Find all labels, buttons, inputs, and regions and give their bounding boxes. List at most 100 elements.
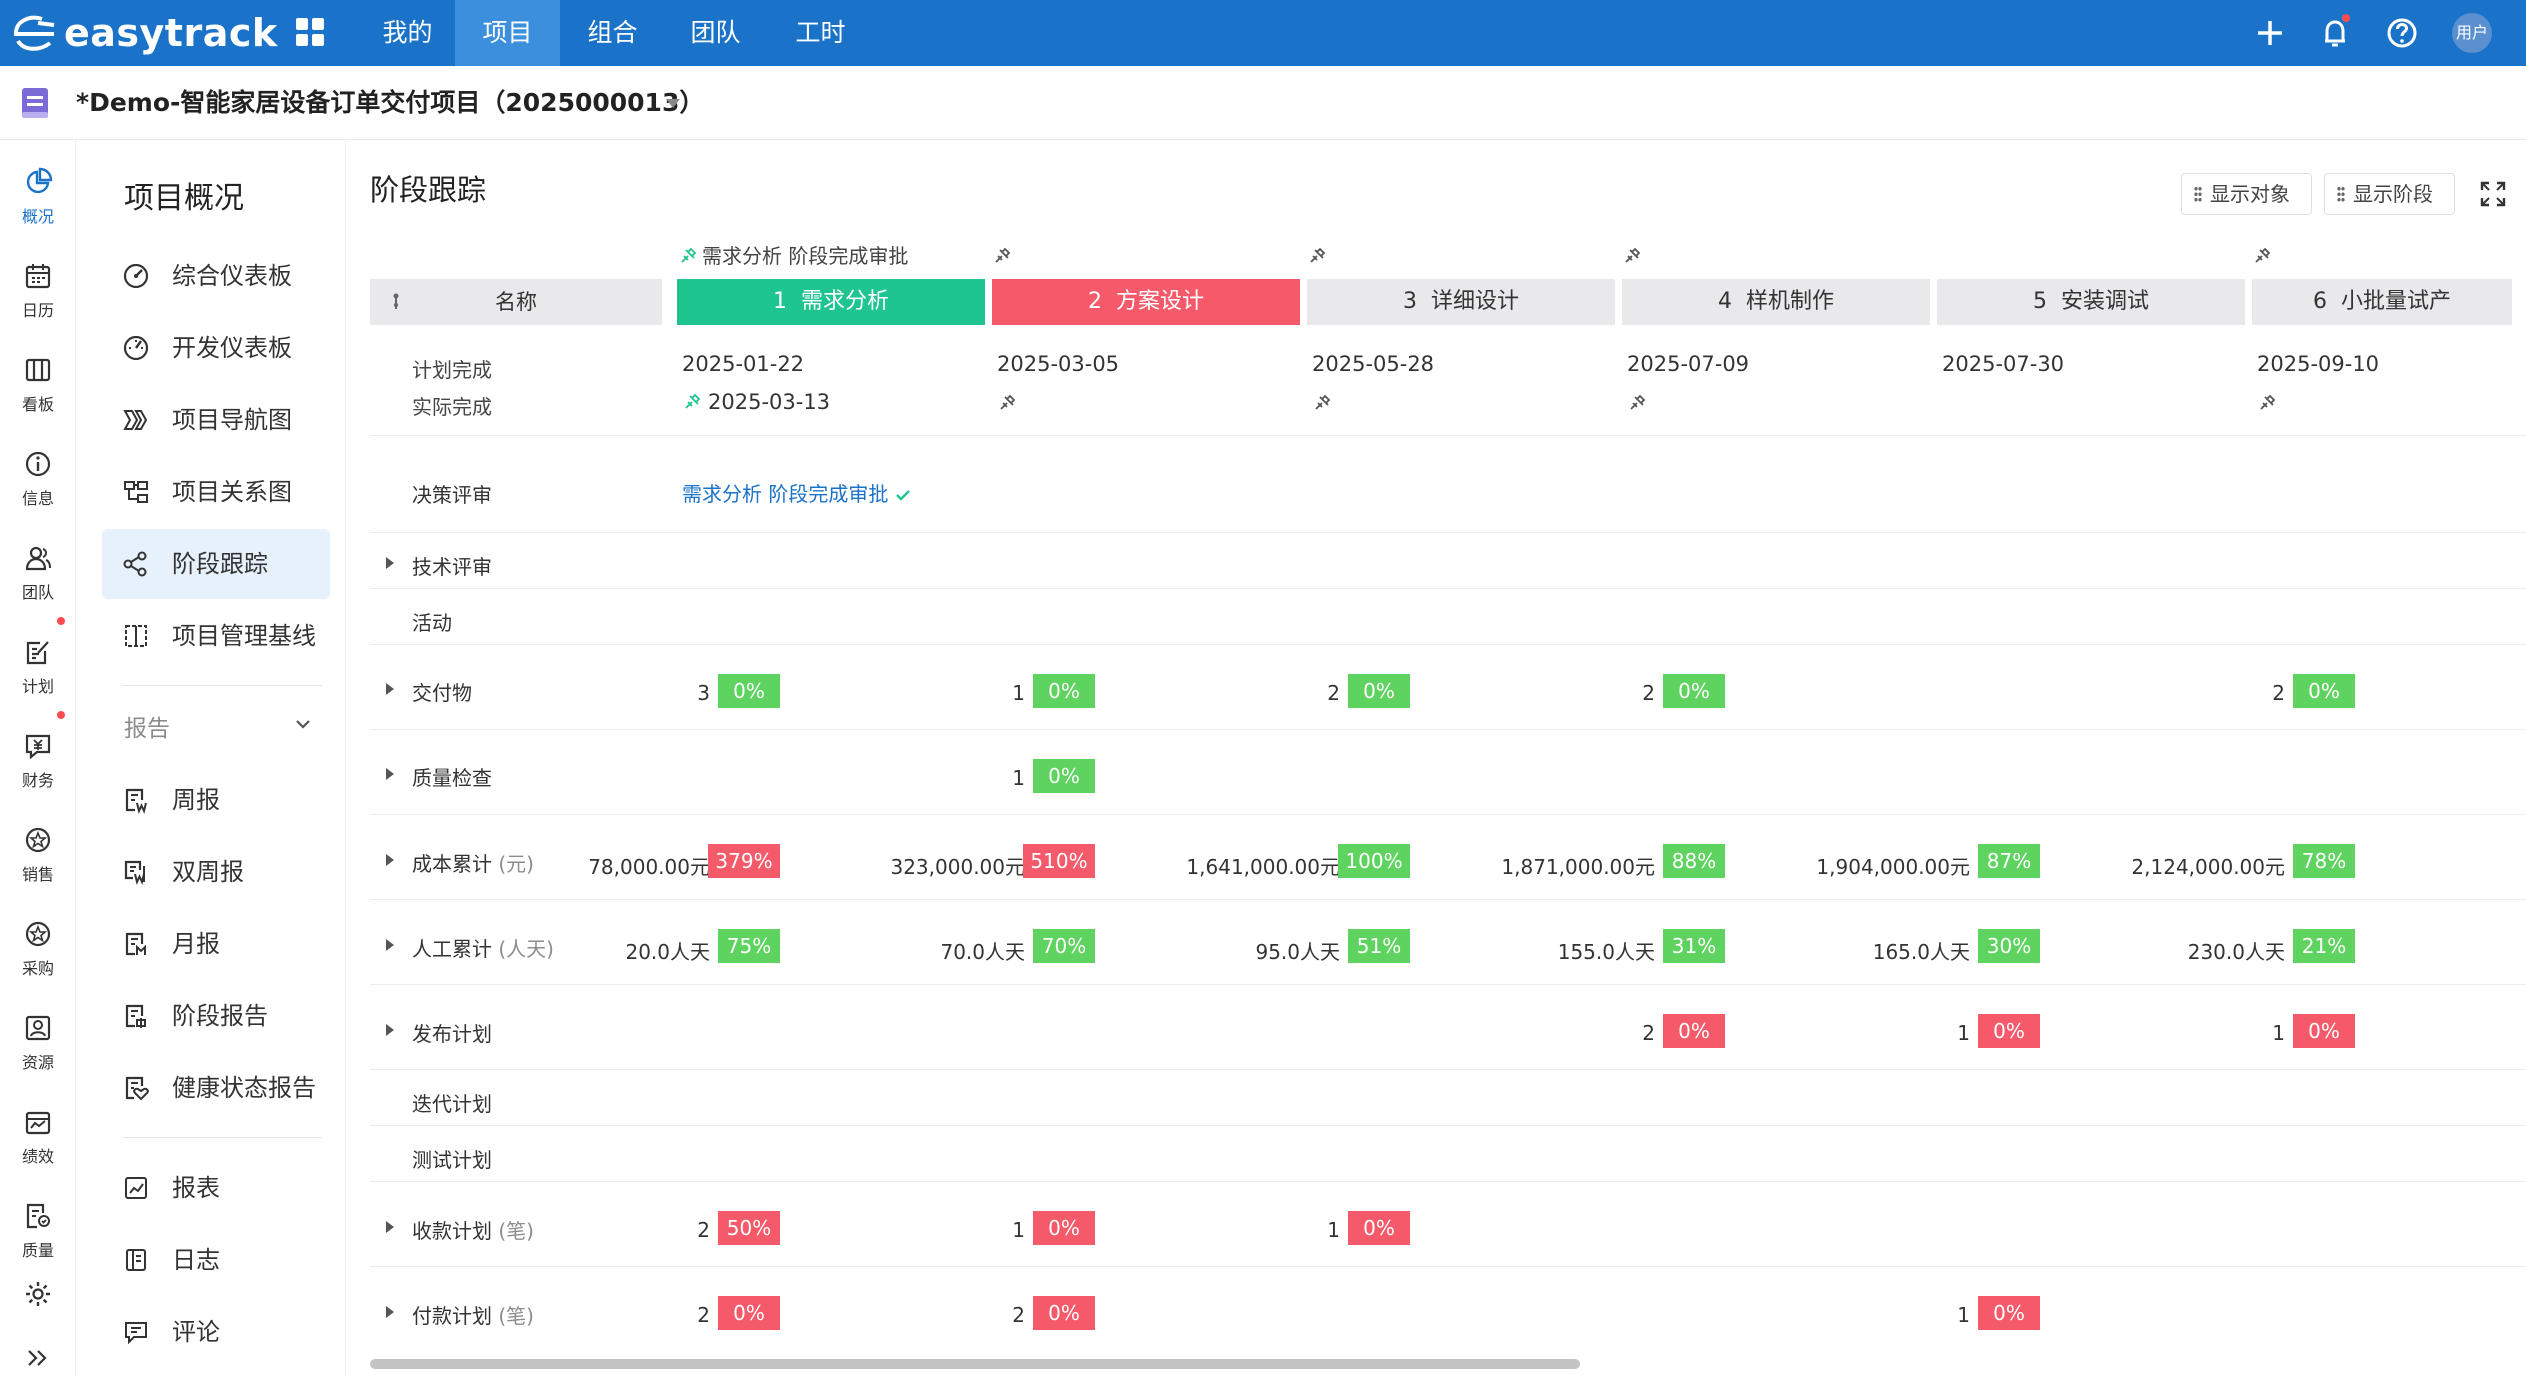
stage-header-6[interactable]: 6 小批量试产 bbox=[2252, 279, 2512, 325]
rail-label: 财务 bbox=[21, 771, 54, 790]
expand-triangle-icon[interactable] bbox=[386, 1306, 394, 1318]
rail-item-info[interactable]: 信息 bbox=[0, 435, 76, 515]
rail-item-team[interactable]: 团队 bbox=[0, 529, 76, 609]
sidebar-item-navigation-map[interactable]: 项目导航图 bbox=[102, 385, 330, 455]
gate-pending-icon[interactable] bbox=[1622, 246, 1642, 266]
payment-percent-badge-stage-5[interactable]: 0% bbox=[1978, 1296, 2040, 1330]
expand-triangle-icon[interactable] bbox=[386, 683, 394, 695]
deliverable-percent-badge-stage-3[interactable]: 0% bbox=[1348, 674, 1410, 708]
cost-percent-badge-stage-1[interactable]: 379% bbox=[708, 844, 780, 878]
sidebar-item-baseline[interactable]: 项目管理基线 bbox=[102, 601, 330, 671]
sidebar-item-weekly-report[interactable]: 周报 bbox=[102, 765, 330, 835]
project-switch-caret-icon[interactable] bbox=[664, 96, 682, 110]
sidebar-item-label: 项目关系图 bbox=[172, 478, 292, 506]
nav-project[interactable]: 项目 bbox=[455, 0, 560, 66]
expand-triangle-icon[interactable] bbox=[386, 1024, 394, 1036]
show-objects-button[interactable]: 显示对象 bbox=[2181, 173, 2312, 215]
stage-header-4[interactable]: 4 样机制作 bbox=[1622, 279, 1930, 325]
sidebar-item-stage-report[interactable]: 阶段报告 bbox=[102, 981, 330, 1051]
payment-percent-badge-stage-1[interactable]: 0% bbox=[718, 1296, 780, 1330]
labor-percent-badge-stage-5[interactable]: 30% bbox=[1978, 929, 2040, 963]
rail-item-overview[interactable]: 概况 bbox=[0, 153, 76, 233]
rail-item-performance[interactable]: 绩效 bbox=[0, 1093, 76, 1173]
sidebar-item-report-charts[interactable]: 报表 bbox=[102, 1153, 330, 1223]
column-drag-handle-icon[interactable] bbox=[390, 292, 402, 312]
release-percent-badge-stage-5[interactable]: 0% bbox=[1978, 1014, 2040, 1048]
row-divider bbox=[370, 435, 2526, 436]
gate-pending-icon[interactable] bbox=[1312, 393, 1332, 413]
deliverable-percent-badge-stage-1[interactable]: 0% bbox=[718, 674, 780, 708]
cost-percent-badge-stage-4[interactable]: 88% bbox=[1663, 844, 1725, 878]
decision-review-link[interactable]: 需求分析 阶段完成审批 bbox=[682, 478, 912, 507]
sidebar-item-monthly-report[interactable]: 月报 bbox=[102, 909, 330, 979]
sidebar-item-health-report[interactable]: 健康状态报告 bbox=[102, 1053, 330, 1123]
sidebar-item-dashboard[interactable]: 综合仪表板 bbox=[102, 241, 330, 311]
cost-percent-badge-stage-5[interactable]: 87% bbox=[1978, 844, 2040, 878]
nav-timesheet[interactable]: 工时 bbox=[795, 18, 846, 47]
sidebar-item-biweekly-report[interactable]: 双周报 bbox=[102, 837, 330, 907]
add-icon[interactable] bbox=[2250, 13, 2290, 53]
rail-item-resource[interactable]: 资源 bbox=[0, 999, 76, 1079]
stage-header-1[interactable]: 1 需求分析 bbox=[677, 279, 985, 325]
cost-percent-badge-stage-3[interactable]: 100% bbox=[1338, 844, 1410, 878]
rail-item-plan[interactable]: 计划 bbox=[0, 623, 76, 703]
nav-team[interactable]: 团队 bbox=[690, 18, 741, 47]
stage-header-2[interactable]: 2 方案设计 bbox=[992, 279, 1300, 325]
labor-percent-badge-stage-3[interactable]: 51% bbox=[1348, 929, 1410, 963]
rail-item-calendar[interactable]: 日历 bbox=[0, 247, 76, 327]
cost-percent-badge-stage-6[interactable]: 78% bbox=[2293, 844, 2355, 878]
receipt-percent-badge-stage-2[interactable]: 0% bbox=[1033, 1211, 1095, 1245]
expand-rail-icon[interactable] bbox=[25, 1347, 51, 1369]
cost-percent-badge-stage-2[interactable]: 510% bbox=[1023, 844, 1095, 878]
brand-logo[interactable]: easytrack bbox=[10, 6, 278, 60]
expand-triangle-icon[interactable] bbox=[386, 557, 394, 569]
help-icon[interactable] bbox=[2382, 13, 2422, 53]
expand-triangle-icon[interactable] bbox=[386, 768, 394, 780]
stage-header-3[interactable]: 3 详细设计 bbox=[1307, 279, 1615, 325]
horizontal-scrollbar[interactable] bbox=[370, 1359, 1580, 1369]
bell-icon[interactable] bbox=[2315, 13, 2355, 53]
expand-triangle-icon[interactable] bbox=[386, 1221, 394, 1233]
report-group-header[interactable]: 报告 bbox=[124, 709, 324, 743]
rail-item-sales[interactable]: 销售 bbox=[0, 811, 76, 891]
nav-mine[interactable]: 我的 bbox=[382, 18, 433, 47]
receipt-percent-badge-stage-1[interactable]: 50% bbox=[718, 1211, 780, 1245]
gate-pending-icon[interactable] bbox=[997, 393, 1017, 413]
deliverable-percent-badge-stage-2[interactable]: 0% bbox=[1033, 674, 1095, 708]
settings-gear-icon[interactable] bbox=[23, 1279, 53, 1309]
stage-header-5[interactable]: 5 安装调试 bbox=[1937, 279, 2245, 325]
labor-percent-badge-stage-1[interactable]: 75% bbox=[718, 929, 780, 963]
user-avatar[interactable]: 用户 bbox=[2452, 13, 2492, 53]
labor-percent-badge-stage-2[interactable]: 70% bbox=[1033, 929, 1095, 963]
sidebar-item-relation-map[interactable]: 项目关系图 bbox=[102, 457, 330, 527]
gate-pending-icon[interactable] bbox=[1307, 246, 1327, 266]
rail-item-kanban[interactable]: 看板 bbox=[0, 341, 76, 421]
show-stages-button[interactable]: 显示阶段 bbox=[2324, 173, 2455, 215]
rail-item-quality[interactable]: 质量 bbox=[0, 1187, 76, 1267]
gate-pending-icon[interactable] bbox=[2257, 393, 2277, 413]
labor-percent-badge-stage-6[interactable]: 21% bbox=[2293, 929, 2355, 963]
rail-item-purchase[interactable]: 采购 bbox=[0, 905, 76, 985]
nav-portfolio[interactable]: 组合 bbox=[587, 18, 638, 47]
sidebar-item-comment[interactable]: 评论 bbox=[102, 1297, 330, 1367]
gate-pending-icon[interactable] bbox=[992, 246, 1012, 266]
expand-triangle-icon[interactable] bbox=[386, 939, 394, 951]
deliverable-percent-badge-stage-6[interactable]: 0% bbox=[2293, 674, 2355, 708]
gate-pending-icon[interactable] bbox=[2252, 246, 2272, 266]
receipt-percent-badge-stage-3[interactable]: 0% bbox=[1348, 1211, 1410, 1245]
gate-flag-stage-1[interactable]: 需求分析 阶段完成审批 bbox=[678, 243, 908, 269]
quality_check-percent-badge-stage-2[interactable]: 0% bbox=[1033, 759, 1095, 793]
sidebar-item-stage-tracking[interactable]: 阶段跟踪 bbox=[102, 529, 330, 599]
expand-triangle-icon[interactable] bbox=[386, 854, 394, 866]
rail-item-finance[interactable]: 财务 bbox=[0, 717, 76, 797]
deliverable-percent-badge-stage-4[interactable]: 0% bbox=[1663, 674, 1725, 708]
sidebar-item-log[interactable]: 日志 bbox=[102, 1225, 330, 1295]
release-percent-badge-stage-4[interactable]: 0% bbox=[1663, 1014, 1725, 1048]
release-percent-badge-stage-6[interactable]: 0% bbox=[2293, 1014, 2355, 1048]
gate-pending-icon[interactable] bbox=[1627, 393, 1647, 413]
payment-percent-badge-stage-2[interactable]: 0% bbox=[1033, 1296, 1095, 1330]
labor-percent-badge-stage-4[interactable]: 31% bbox=[1663, 929, 1725, 963]
sidebar-item-dev-dashboard[interactable]: 开发仪表板 bbox=[102, 313, 330, 383]
fullscreen-icon[interactable] bbox=[2478, 179, 2508, 209]
apps-grid-icon[interactable] bbox=[292, 14, 328, 50]
